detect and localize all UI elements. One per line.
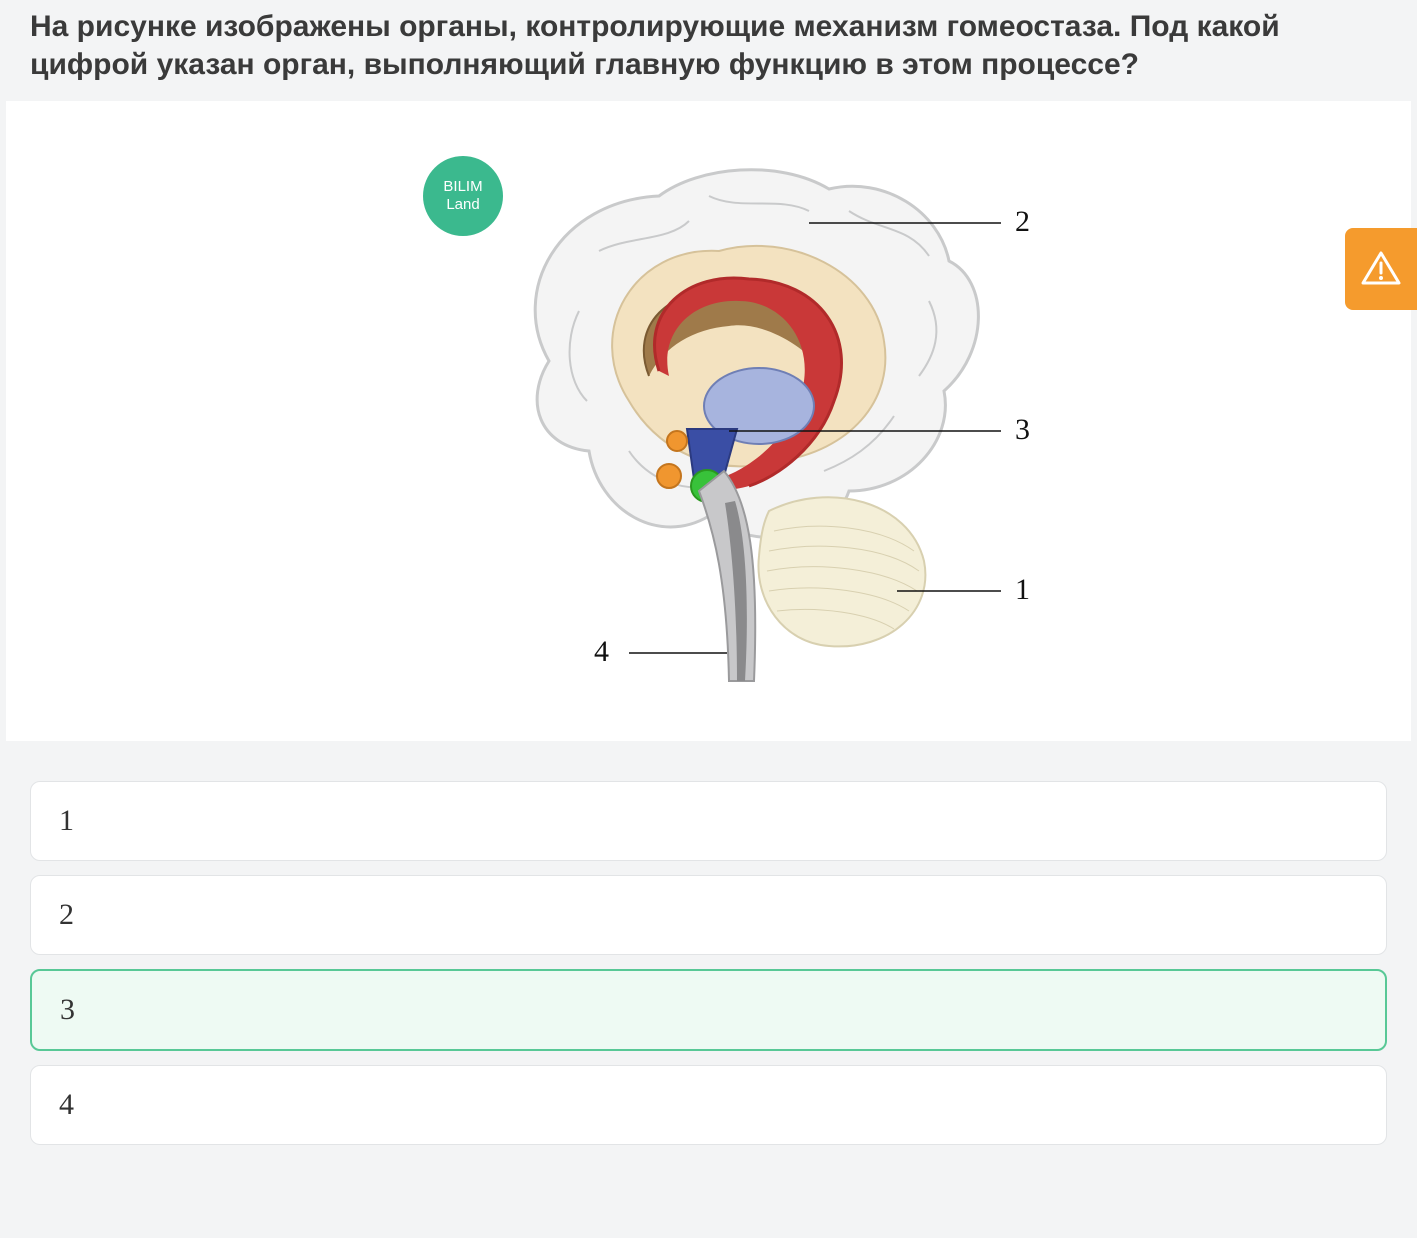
question-text: На рисунке изображены органы, контролиру… (30, 8, 1387, 83)
option-label: 3 (60, 993, 75, 1026)
option-2[interactable]: 2 (30, 875, 1387, 955)
callout-label-4: 4 (594, 635, 609, 668)
option-label: 1 (59, 804, 74, 837)
report-button[interactable] (1345, 228, 1417, 310)
brain-diagram: BILIM Land (329, 141, 1089, 701)
option-label: 2 (59, 898, 74, 931)
answer-options: 1 2 3 4 (30, 781, 1387, 1145)
question-block: На рисунке изображены органы, контролиру… (0, 0, 1417, 83)
callout-label-2: 2 (1015, 205, 1030, 238)
callout-label-1: 1 (1015, 573, 1030, 606)
option-4[interactable]: 4 (30, 1065, 1387, 1145)
warning-icon (1359, 247, 1403, 291)
option-label: 4 (59, 1088, 74, 1121)
callout-label-3: 3 (1015, 413, 1030, 446)
bilim-badge: BILIM Land (423, 156, 503, 236)
option-1[interactable]: 1 (30, 781, 1387, 861)
figure-container: BILIM Land (6, 101, 1411, 741)
cerebellum (758, 497, 925, 646)
badge-line1: BILIM (443, 178, 482, 195)
option-3[interactable]: 3 (30, 969, 1387, 1051)
badge-line2: Land (446, 196, 479, 213)
